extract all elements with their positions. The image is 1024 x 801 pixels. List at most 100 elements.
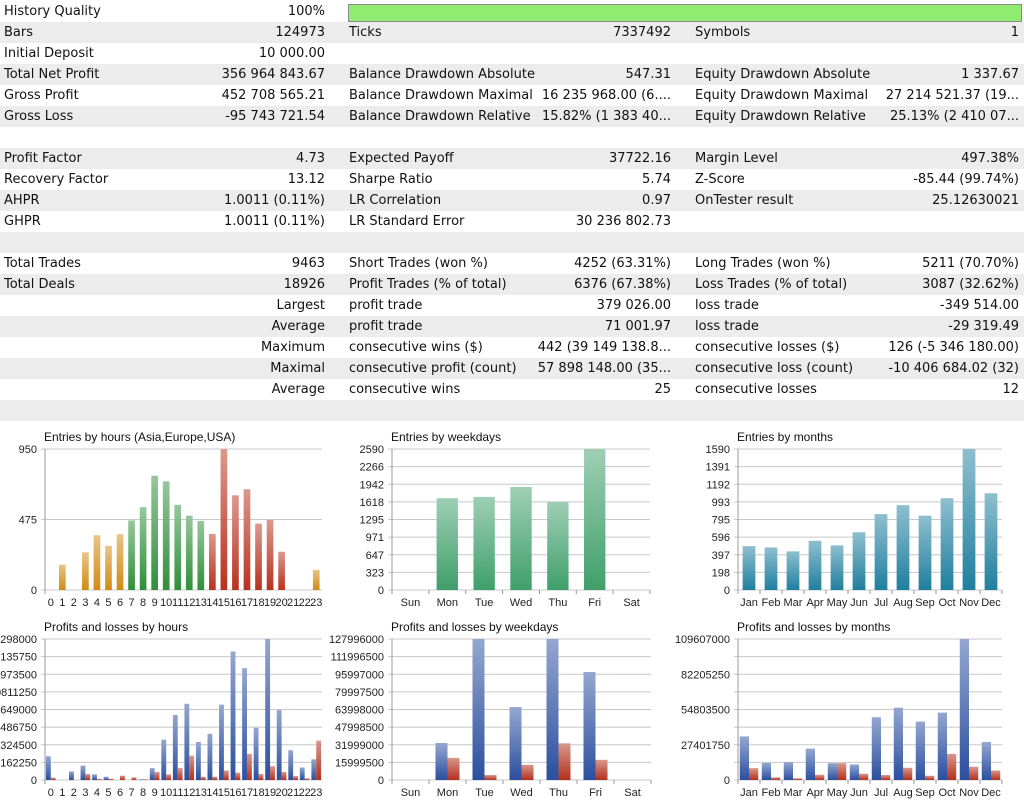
bar [473, 496, 495, 590]
value-v2: 16 235 968.00 (6.... [541, 88, 671, 103]
value-v3: -10 406 684.02 (32) [888, 361, 1019, 376]
bar [984, 493, 998, 590]
x-tick-label: 21 [287, 787, 299, 799]
profit-bar [265, 639, 271, 780]
label-l1: Total Net Profit [4, 67, 100, 82]
profit-bar [184, 703, 190, 780]
x-tick-label: 9 [152, 597, 158, 609]
x-tick-label: 13 [195, 787, 207, 799]
x-tick-label: 6 [117, 787, 123, 799]
profit-bar [80, 765, 86, 780]
bar [174, 504, 182, 590]
bar [162, 481, 170, 590]
y-tick-label: 1618 [360, 497, 384, 509]
label-l2: profit trade [349, 298, 423, 313]
label-l3: Equity Drawdown Absolute [695, 67, 871, 82]
label-l3: consecutive losses [695, 382, 817, 397]
value-v1: 124973 [275, 25, 325, 40]
bar [128, 520, 135, 590]
profit-bar [242, 668, 247, 780]
x-tick-label: 9 [152, 787, 158, 799]
x-tick-label: Feb [762, 787, 781, 799]
x-tick-label: Nov [959, 787, 979, 799]
history-quality-value: 100% [287, 4, 325, 19]
loss-bar [235, 772, 241, 780]
label-l3: Margin Level [695, 151, 778, 166]
label-l1: Total Trades [4, 256, 81, 271]
x-tick-label: Sat [623, 597, 640, 609]
loss-bar [177, 768, 183, 780]
y-tick-label: 54803500 [681, 705, 730, 717]
profit-bar [783, 762, 793, 780]
x-tick-label: Jun [850, 787, 868, 799]
value-v3: -85.44 (99.74%) [913, 172, 1019, 187]
x-tick-label: 14 [206, 597, 218, 609]
x-tick-label: Thu [548, 597, 567, 609]
y-tick-label: 79997500 [335, 687, 384, 699]
bar [185, 515, 193, 590]
row-history-quality: History Quality 100% [0, 1, 1024, 22]
bar [151, 475, 158, 590]
table-row: Profit Factor 4.73 Expected Payoff 37722.16… [0, 148, 1024, 169]
x-tick-label: 7 [129, 787, 135, 799]
y-tick-label: 2590 [360, 444, 384, 456]
profit-bar [69, 771, 74, 780]
value-v3: 497.38% [961, 151, 1019, 166]
bar [510, 486, 532, 590]
label-l1: Gross Profit [4, 88, 79, 103]
y-tick-label: 82205250 [681, 669, 730, 681]
label-l1: AHPR [4, 193, 40, 208]
value-v2: 547.31 [625, 67, 672, 82]
label-l3: consecutive losses ($) [695, 340, 840, 355]
label-l1: Gross Loss [4, 109, 74, 124]
bar [255, 523, 262, 590]
bar [764, 547, 778, 590]
loss-bar [771, 777, 781, 780]
x-tick-label: 2 [71, 787, 77, 799]
loss-bar [258, 774, 264, 780]
x-tick-label: Jul [874, 787, 888, 799]
loss-bar [947, 753, 957, 780]
y-tick-label: 795 [712, 515, 730, 527]
loss-bar [143, 779, 148, 780]
label-l2: Ticks [349, 25, 382, 40]
value-v3: 25.12630021 [932, 193, 1019, 208]
bar [232, 495, 239, 590]
chart-1: Entries by weekdays 2590 2266 1942 1618 1295 9… [360, 430, 651, 609]
chart-5: Profits and losses by months 109607000 822… [675, 620, 1003, 799]
x-tick-label: 4 [94, 597, 100, 609]
bar [312, 569, 320, 590]
bar [808, 540, 822, 590]
profit-bar [161, 739, 167, 780]
label-l2: Balance Drawdown Maximal [349, 88, 533, 103]
label-l2: LR Correlation [349, 193, 442, 208]
x-tick-label: 15 [218, 787, 230, 799]
value-v1: 13.12 [287, 172, 325, 187]
x-tick-label: Mar [784, 597, 803, 609]
loss-bar [837, 763, 847, 780]
y-tick-label: 127996000 [329, 634, 384, 646]
loss-bar [293, 776, 298, 780]
loss-bar [131, 777, 137, 780]
profit-bar [253, 727, 259, 780]
label-l2: Balance Drawdown Absolute [349, 67, 535, 82]
y-tick-label: 95997000 [335, 669, 384, 681]
label-r1: Largest [276, 298, 325, 313]
x-tick-label: 5 [105, 787, 111, 799]
loss-bar [212, 776, 218, 780]
x-tick-label: 3 [82, 597, 88, 609]
x-tick-label: Sep [915, 787, 935, 799]
x-tick-label: 7 [129, 597, 135, 609]
x-tick-label: 17 [241, 787, 253, 799]
x-tick-label: 8 [140, 787, 146, 799]
x-tick-label: Dec [981, 787, 1001, 799]
x-tick-label: 4 [94, 787, 100, 799]
x-tick-label: Jul [874, 597, 888, 609]
x-tick-label: Jan [740, 597, 758, 609]
label-l3: Long Trades (won %) [695, 256, 831, 271]
y-tick-label: 1295 [360, 515, 384, 527]
profit-bar [276, 710, 282, 780]
table-row: Maximal consecutive profit (count) 57 898 … [0, 358, 1024, 379]
bar [830, 545, 844, 590]
profit-bar [915, 721, 925, 780]
